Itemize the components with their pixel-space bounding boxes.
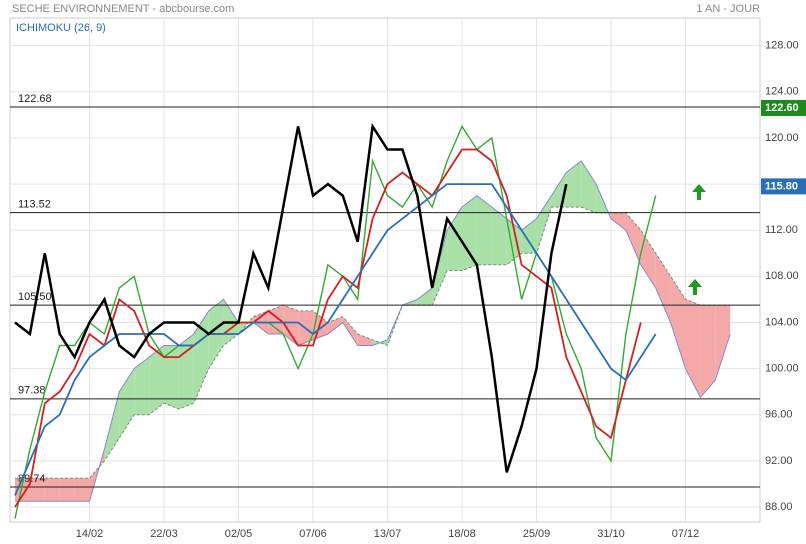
y-tick-label: 120.00 bbox=[765, 132, 799, 144]
y-tick-label: 124.00 bbox=[765, 86, 799, 98]
cloud-segment bbox=[387, 305, 403, 346]
y-tick-label: 128.00 bbox=[765, 40, 799, 52]
cloud-segment bbox=[462, 195, 477, 271]
x-tick-label: 13/07 bbox=[374, 528, 402, 540]
x-tick-label: 31/10 bbox=[597, 528, 625, 540]
cloud-segment bbox=[700, 305, 716, 398]
x-tick-label: 22/03 bbox=[150, 528, 178, 540]
cloud-segment bbox=[447, 207, 462, 271]
level-label: 97.38 bbox=[18, 385, 46, 397]
cloud-segment bbox=[685, 299, 701, 398]
x-tick-label: 18/08 bbox=[448, 528, 476, 540]
cloud-segment bbox=[283, 305, 299, 346]
y-tick-label: 88.00 bbox=[765, 501, 793, 513]
y-tick-label: 92.00 bbox=[765, 455, 793, 467]
cloud-segment bbox=[581, 161, 597, 213]
indicator-label: ICHIMOKU (26, 9) bbox=[16, 22, 106, 34]
cloud-segment bbox=[149, 345, 164, 415]
cloud-segment bbox=[178, 334, 194, 409]
cloud-segment bbox=[29, 478, 45, 502]
level-label: 105.50 bbox=[18, 291, 52, 303]
span-a bbox=[15, 160, 731, 502]
cloud-segment bbox=[357, 334, 373, 346]
y-tick-label: 100.00 bbox=[765, 363, 799, 375]
cloud-segment bbox=[506, 218, 522, 265]
cloud-segment bbox=[15, 478, 30, 502]
price-badge bbox=[761, 178, 806, 195]
cloud-segment bbox=[625, 212, 641, 265]
cloud-segment bbox=[104, 391, 120, 461]
y-tick-label: 112.00 bbox=[765, 224, 798, 236]
cloud-segment bbox=[342, 316, 358, 346]
up-arrow bbox=[688, 279, 702, 295]
x-tick-label: 14/02 bbox=[76, 528, 104, 540]
x-tick-label: 02/05 bbox=[225, 528, 253, 540]
cloud-segment bbox=[268, 305, 284, 335]
price-badge bbox=[761, 99, 806, 116]
cloud-segment bbox=[670, 276, 686, 369]
cloud-segment bbox=[417, 287, 433, 306]
level-label: 113.52 bbox=[18, 199, 51, 211]
x-tick-label: 07/06 bbox=[299, 528, 327, 540]
cloud-segment bbox=[193, 310, 209, 404]
y-tick-label: 108.00 bbox=[765, 270, 799, 282]
y-tick-label: 96.00 bbox=[765, 409, 793, 421]
cloud-segment bbox=[432, 230, 448, 306]
cloud-segment bbox=[164, 345, 179, 409]
cloud-segment bbox=[715, 305, 731, 381]
y-tick-label: 104.00 bbox=[765, 316, 799, 328]
price-badge-label: 122.60 bbox=[765, 102, 799, 114]
cloud-segment bbox=[44, 478, 60, 502]
up-arrow bbox=[692, 184, 706, 200]
chart-title: SECHE ENVIRONNEMENT - abcbourse.com bbox=[12, 3, 234, 15]
cloud-segment bbox=[134, 357, 150, 415]
series-line bbox=[14, 148, 642, 508]
cloud-segment bbox=[521, 218, 537, 254]
level-label: 122.68 bbox=[18, 93, 52, 105]
cloud-segment bbox=[640, 230, 656, 288]
x-tick-label: 07/12 bbox=[672, 528, 700, 540]
series-line bbox=[14, 122, 568, 473]
cloud-segment bbox=[611, 212, 626, 231]
x-tick-label: 25/09 bbox=[523, 528, 551, 540]
cloud-segment bbox=[238, 316, 254, 335]
price-badge-label: 115.80 bbox=[765, 180, 798, 192]
cloud-segment bbox=[491, 207, 507, 265]
cloud-segment bbox=[74, 478, 90, 502]
cloud-segment bbox=[59, 478, 75, 502]
cloud-segment bbox=[566, 161, 582, 208]
plot-frame bbox=[9, 17, 761, 523]
period: 1 AN - JOUR bbox=[696, 3, 760, 15]
cloud-segment bbox=[536, 195, 552, 254]
